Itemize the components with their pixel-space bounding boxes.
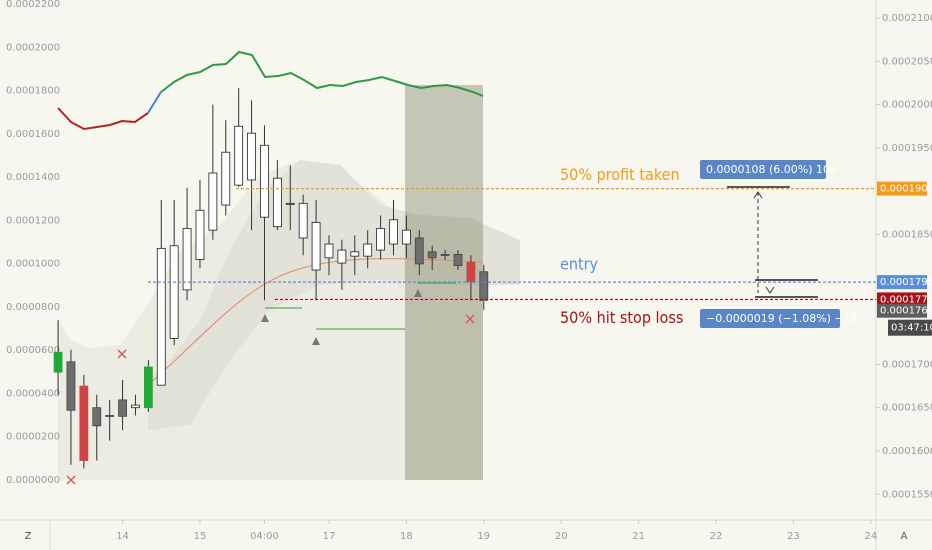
level-tag-label: 0.0001903	[880, 184, 932, 195]
x-tick-label: 15	[194, 531, 207, 542]
candle-body	[66, 361, 76, 411]
candle-body	[131, 404, 140, 409]
x-tick-label: 23	[787, 531, 800, 542]
trend-line-neutral	[147, 91, 162, 114]
level-annotation: 50% hit stop loss	[560, 308, 683, 327]
level-tag	[877, 181, 927, 196]
level-tag-label: 0.0001775	[880, 294, 932, 305]
candle-body	[53, 351, 63, 373]
x-tick-label: 20	[555, 531, 568, 542]
y2-tick-label: 0.0002050	[882, 56, 932, 67]
candle-body	[376, 228, 385, 251]
candle-body	[156, 247, 166, 386]
pnl-badge-label: −0.0000019 (−1.08%) −19	[706, 312, 858, 325]
y-tick-label: 0.0000400	[6, 388, 60, 399]
moving-average	[147, 258, 484, 386]
level-tag	[877, 292, 927, 307]
candle-body	[311, 221, 321, 271]
y2-tick-label: 0.0002100	[882, 13, 932, 24]
y-tick-label: 0.0001400	[6, 172, 60, 183]
x-tick-label: 17	[323, 531, 336, 542]
x-tick-label: 04:00	[250, 531, 279, 542]
candle-body	[466, 261, 476, 283]
y2-tick-label: 0.0002000	[882, 100, 932, 111]
band-inner	[148, 160, 520, 430]
candle-body	[105, 415, 115, 417]
candle-body	[401, 229, 411, 245]
last-price-tag	[877, 303, 927, 318]
y2-tick-label: 0.0001850	[882, 229, 932, 240]
y-tick-label: 0.0002200	[6, 0, 60, 10]
signal-cross	[66, 314, 475, 485]
candle-body	[479, 271, 489, 301]
y2-tick-label: 0.0001550	[882, 489, 932, 500]
last-price-label: 0.0001762	[880, 306, 932, 317]
y-tick-label: 0.0002000	[6, 42, 60, 53]
candle-body	[195, 209, 205, 261]
y-tick-label: 0.0000200	[6, 432, 60, 443]
pnl-badge-label: 0.0000108 (6.00%) 108	[706, 163, 837, 176]
candle-body	[92, 407, 102, 427]
candle-body	[169, 245, 179, 339]
candle-body	[272, 177, 282, 228]
level-tag-label: 0.0001795	[880, 277, 932, 288]
x-tick-label: 21	[632, 531, 645, 542]
candle-body	[221, 151, 231, 206]
position-arrows	[753, 191, 775, 294]
x-tick-label: 19	[477, 531, 490, 542]
candle-body	[350, 251, 360, 257]
candle-body	[182, 228, 192, 291]
y2-tick-label: 0.0001700	[882, 359, 932, 370]
candle-body	[247, 132, 256, 181]
level-tag	[877, 275, 927, 290]
candle-body	[79, 385, 89, 461]
candle-body	[363, 243, 373, 257]
candle-body	[427, 251, 437, 259]
scale-button[interactable]: A	[901, 531, 908, 542]
y-tick-label: 0.0000000	[6, 475, 60, 486]
pnl-badge	[700, 160, 826, 179]
y-tick-label: 0.0001200	[6, 215, 60, 226]
y2-tick-label: 0.0001950	[882, 143, 932, 154]
level-annotation: 50% profit taken	[560, 165, 680, 184]
scale-button[interactable]: Z	[25, 531, 32, 542]
y2-tick-label: 0.0001600	[882, 446, 932, 457]
x-tick-label: 22	[710, 531, 723, 542]
candle-body	[337, 249, 347, 264]
candle-body	[234, 125, 244, 186]
candle-body	[414, 237, 424, 265]
candle-body	[440, 254, 450, 256]
y-tick-label: 0.0000600	[6, 345, 60, 356]
pnl-badge	[700, 309, 840, 328]
trend-line-down	[57, 107, 149, 131]
candle-body	[208, 172, 218, 231]
candle-body	[324, 243, 334, 259]
candle-body	[143, 366, 153, 409]
countdown: 03:47:10	[891, 323, 932, 334]
candle-body	[118, 399, 127, 417]
candle-body	[453, 254, 463, 267]
countdown-box	[888, 319, 932, 336]
y-tick-label: 0.0000800	[6, 302, 60, 313]
y-tick-label: 0.0001000	[6, 259, 60, 270]
candle-body	[298, 202, 308, 239]
x-tick-label: 24	[864, 531, 877, 542]
y-tick-label: 0.0001800	[6, 86, 60, 97]
x-tick-label: 14	[116, 531, 129, 542]
trend-line-up	[160, 50, 484, 97]
candle-body	[260, 144, 269, 218]
x-tick-label: 18	[400, 531, 413, 542]
candle-body	[285, 202, 295, 205]
y-tick-label: 0.0001600	[6, 129, 60, 140]
candle-body	[389, 219, 398, 245]
y2-tick-label: 0.0001650	[882, 403, 932, 414]
level-annotation: entry	[560, 255, 599, 274]
